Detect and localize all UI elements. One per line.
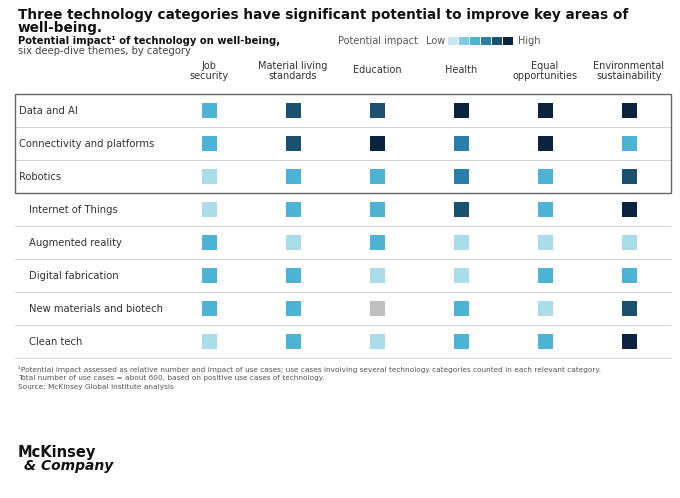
Bar — [454, 136, 469, 151]
Bar — [201, 301, 216, 316]
Bar — [622, 169, 636, 184]
Bar — [537, 268, 552, 283]
Bar — [201, 235, 216, 250]
Text: Robotics: Robotics — [19, 171, 61, 181]
Bar — [492, 37, 502, 45]
Text: ¹Potential impact assessed as relative number and impact of use cases; use cases: ¹Potential impact assessed as relative n… — [18, 366, 601, 373]
Bar — [369, 301, 384, 316]
Text: Three technology categories have significant potential to improve key areas of: Three technology categories have signifi… — [18, 8, 628, 22]
Text: Data and AI: Data and AI — [19, 106, 78, 116]
Text: Education: Education — [353, 65, 401, 75]
Bar — [286, 136, 301, 151]
Bar — [454, 202, 469, 217]
Bar — [481, 37, 491, 45]
Text: Source: McKinsey Global Institute analysis: Source: McKinsey Global Institute analys… — [18, 384, 174, 390]
Bar — [201, 103, 216, 118]
Bar — [622, 202, 636, 217]
Bar — [15, 94, 671, 193]
Bar — [622, 103, 636, 118]
Bar — [537, 202, 552, 217]
Text: Potential impact¹ of technology on well-being,: Potential impact¹ of technology on well-… — [18, 36, 280, 46]
Text: opportunities: opportunities — [513, 71, 577, 81]
Bar — [286, 301, 301, 316]
Text: Job: Job — [201, 61, 216, 71]
Text: Clean tech: Clean tech — [29, 337, 82, 347]
Text: Digital fabrication: Digital fabrication — [29, 270, 118, 280]
Bar — [454, 268, 469, 283]
Text: standards: standards — [269, 71, 318, 81]
Bar — [454, 334, 469, 349]
Text: New materials and biotech: New materials and biotech — [29, 303, 163, 314]
Text: Connectivity and platforms: Connectivity and platforms — [19, 138, 154, 148]
Bar — [369, 103, 384, 118]
Bar — [201, 169, 216, 184]
Bar — [622, 301, 636, 316]
Bar — [369, 334, 384, 349]
Text: Environmental: Environmental — [594, 61, 664, 71]
Bar — [454, 103, 469, 118]
Text: McKinsey: McKinsey — [18, 445, 97, 460]
Bar — [369, 169, 384, 184]
Bar — [201, 136, 216, 151]
Text: security: security — [190, 71, 228, 81]
Bar — [201, 202, 216, 217]
Text: Augmented reality: Augmented reality — [29, 238, 122, 248]
Bar — [537, 301, 552, 316]
Text: sustainability: sustainability — [596, 71, 662, 81]
Text: Total number of use cases = about 600, based on positive use cases of technology: Total number of use cases = about 600, b… — [18, 375, 324, 381]
Bar — [537, 136, 552, 151]
Text: Internet of Things: Internet of Things — [29, 205, 118, 215]
Bar — [503, 37, 513, 45]
Text: Health: Health — [445, 65, 477, 75]
Bar — [201, 334, 216, 349]
Text: Equal: Equal — [531, 61, 559, 71]
Bar — [369, 235, 384, 250]
Text: & Company: & Company — [24, 459, 114, 473]
Bar — [448, 37, 458, 45]
Bar — [286, 235, 301, 250]
Bar — [537, 103, 552, 118]
Bar — [459, 37, 469, 45]
Text: High: High — [518, 36, 541, 46]
Bar — [454, 235, 469, 250]
Bar — [622, 136, 636, 151]
Text: Potential impact: Potential impact — [338, 36, 418, 46]
Bar — [537, 334, 552, 349]
Bar — [622, 334, 636, 349]
Bar — [622, 235, 636, 250]
Bar — [454, 169, 469, 184]
Text: Material living: Material living — [258, 61, 328, 71]
Bar — [622, 268, 636, 283]
Text: six deep-dive themes, by category: six deep-dive themes, by category — [18, 46, 191, 56]
Bar — [286, 268, 301, 283]
Bar — [286, 334, 301, 349]
Bar — [201, 268, 216, 283]
Bar — [286, 169, 301, 184]
Bar — [369, 268, 384, 283]
Bar — [286, 103, 301, 118]
Bar — [286, 202, 301, 217]
Bar — [369, 136, 384, 151]
Bar — [369, 202, 384, 217]
Bar — [537, 169, 552, 184]
Text: well-being.: well-being. — [18, 21, 103, 35]
Bar — [454, 301, 469, 316]
Text: Low: Low — [426, 36, 445, 46]
Bar — [470, 37, 480, 45]
Bar — [537, 235, 552, 250]
